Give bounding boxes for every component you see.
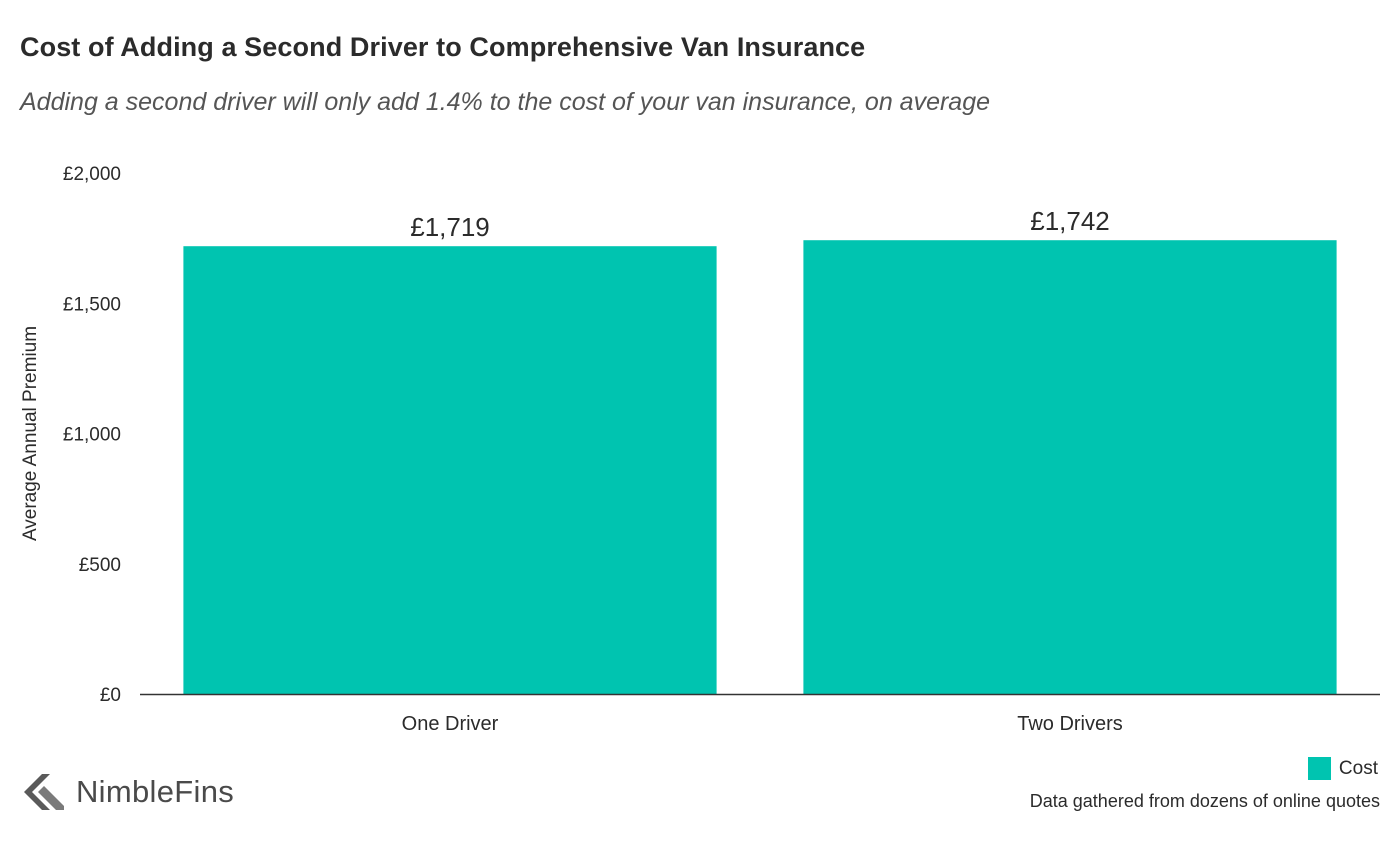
nimblefins-logo-icon — [24, 774, 64, 810]
legend-label: Cost — [1338, 757, 1378, 779]
y-tick-label: £500 — [79, 555, 121, 576]
x-tick-label: Two Drivers — [1017, 713, 1123, 735]
source-note: Data gathered from dozens of online quot… — [1029, 791, 1380, 811]
bar — [803, 240, 1337, 695]
y-tick-label: £1,000 — [63, 425, 121, 446]
chart-subtitle: Adding a second driver will only add 1.4… — [20, 88, 991, 116]
data-labels: £1,719 £1,742 — [410, 206, 1110, 242]
x-axis-labels: One Driver Two Drivers — [402, 713, 1123, 735]
bar-data-label: £1,742 — [1030, 206, 1110, 236]
legend: Cost — [1307, 757, 1378, 780]
x-tick-label: One Driver — [402, 713, 499, 735]
bar — [183, 246, 717, 694]
y-tick-label: £0 — [100, 685, 121, 706]
legend-swatch — [1307, 757, 1331, 780]
y-axis-label: Average Annual Premium — [20, 326, 41, 541]
bars — [183, 240, 1337, 695]
chart-title: Cost of Adding a Second Driver to Compre… — [20, 32, 866, 62]
logo-text: NimbleFins — [76, 774, 235, 809]
bar-data-label: £1,719 — [410, 212, 490, 242]
y-axis-ticks: £0 £500 £1,000 £1,500 £2,000 — [63, 164, 121, 706]
nimblefins-logo: NimbleFins — [20, 772, 234, 812]
y-tick-label: £1,500 — [63, 294, 121, 315]
y-tick-label: £2,000 — [63, 164, 121, 185]
